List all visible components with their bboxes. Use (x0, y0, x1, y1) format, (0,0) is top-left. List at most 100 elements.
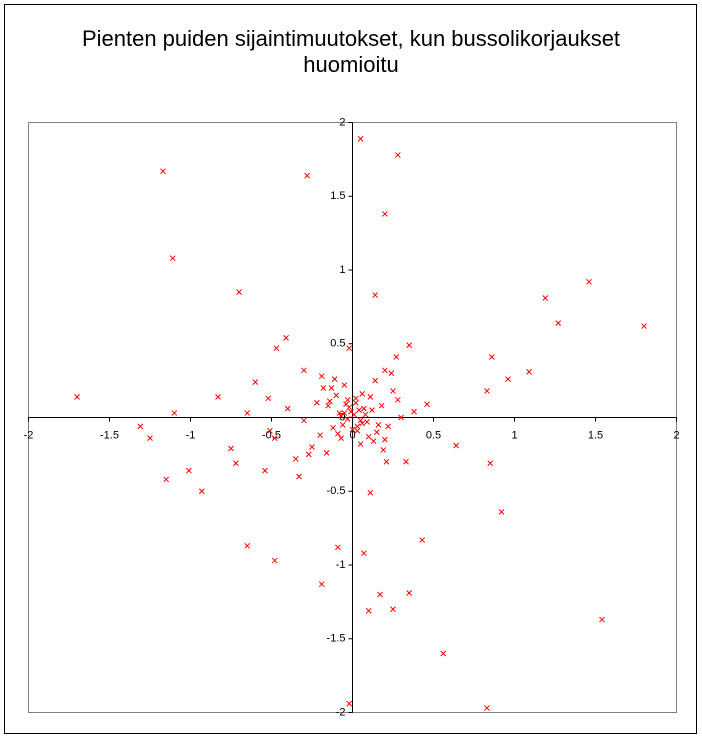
point (406, 342, 413, 349)
point (377, 591, 383, 598)
point (341, 382, 348, 388)
point (440, 650, 447, 657)
point (339, 422, 346, 428)
x-tick-label: 2 (673, 429, 679, 441)
point (304, 172, 310, 179)
point (301, 367, 307, 374)
point (487, 460, 494, 467)
point (385, 423, 391, 430)
point (484, 388, 490, 394)
point (292, 455, 299, 462)
point (301, 417, 307, 424)
x-tick-label: -2 (24, 429, 34, 441)
point (372, 377, 379, 384)
point (365, 433, 372, 440)
point (586, 278, 592, 285)
point (388, 370, 395, 377)
y-tick-label: 0.5 (330, 338, 345, 350)
point (228, 445, 234, 452)
point (244, 410, 251, 416)
point (370, 438, 377, 444)
point (305, 451, 312, 458)
point (336, 410, 343, 416)
point (382, 436, 388, 443)
point (484, 705, 490, 711)
point (641, 323, 647, 329)
point (403, 458, 409, 465)
point (74, 393, 80, 400)
point (318, 581, 325, 588)
point (367, 393, 374, 400)
point (160, 168, 166, 175)
point (338, 413, 345, 419)
y-tick-label: 1 (339, 264, 345, 276)
point (352, 395, 359, 402)
point (335, 544, 341, 551)
x-tick-label: -1 (186, 429, 196, 441)
point (317, 432, 323, 439)
point (296, 473, 302, 480)
point (186, 467, 192, 474)
x-tick-label: -0.5 (262, 429, 281, 441)
point (252, 379, 259, 385)
point (372, 292, 379, 298)
point (284, 405, 291, 412)
point (357, 417, 364, 424)
point (359, 391, 366, 397)
point (330, 424, 336, 431)
y-tick-label: -1.5 (327, 633, 346, 645)
point (382, 367, 388, 374)
y-tick-label: -0.5 (327, 485, 346, 497)
point (346, 700, 353, 707)
point (383, 458, 390, 465)
x-tick-label: -1.5 (100, 429, 119, 441)
point (357, 135, 364, 142)
x-tick-label: 1 (511, 429, 517, 441)
point (271, 435, 278, 442)
point (395, 152, 401, 158)
point (542, 295, 549, 301)
point (349, 426, 356, 433)
point (323, 450, 330, 456)
point (390, 388, 396, 394)
point (338, 435, 345, 442)
point (359, 420, 366, 427)
point (267, 427, 273, 434)
point (362, 411, 369, 418)
point (526, 368, 532, 375)
point (367, 489, 374, 496)
point (163, 476, 170, 483)
point (599, 616, 605, 623)
point (198, 488, 205, 495)
point (326, 398, 333, 405)
point (271, 557, 278, 564)
chart-title: Pienten puiden sijaintimuutokset, kun bu… (81, 26, 621, 77)
point (382, 211, 388, 217)
point (354, 427, 361, 434)
point (309, 444, 315, 450)
y-tick-label: 1.5 (330, 190, 345, 202)
point (360, 405, 367, 412)
point (333, 392, 340, 399)
point (171, 410, 178, 416)
point (395, 396, 401, 403)
point (360, 550, 367, 557)
point (318, 373, 325, 380)
point (357, 441, 364, 447)
point (352, 399, 359, 406)
point (505, 376, 511, 383)
x-tick-label: 0 (349, 429, 355, 441)
point (265, 395, 272, 402)
y-tick-label: -1 (336, 559, 346, 571)
point (424, 401, 430, 408)
point (344, 396, 351, 403)
point (147, 435, 153, 442)
point (244, 542, 251, 549)
point (215, 393, 221, 400)
point (365, 607, 372, 614)
x-tick-label: 0.5 (426, 429, 441, 441)
point (488, 354, 495, 360)
point (236, 289, 242, 295)
